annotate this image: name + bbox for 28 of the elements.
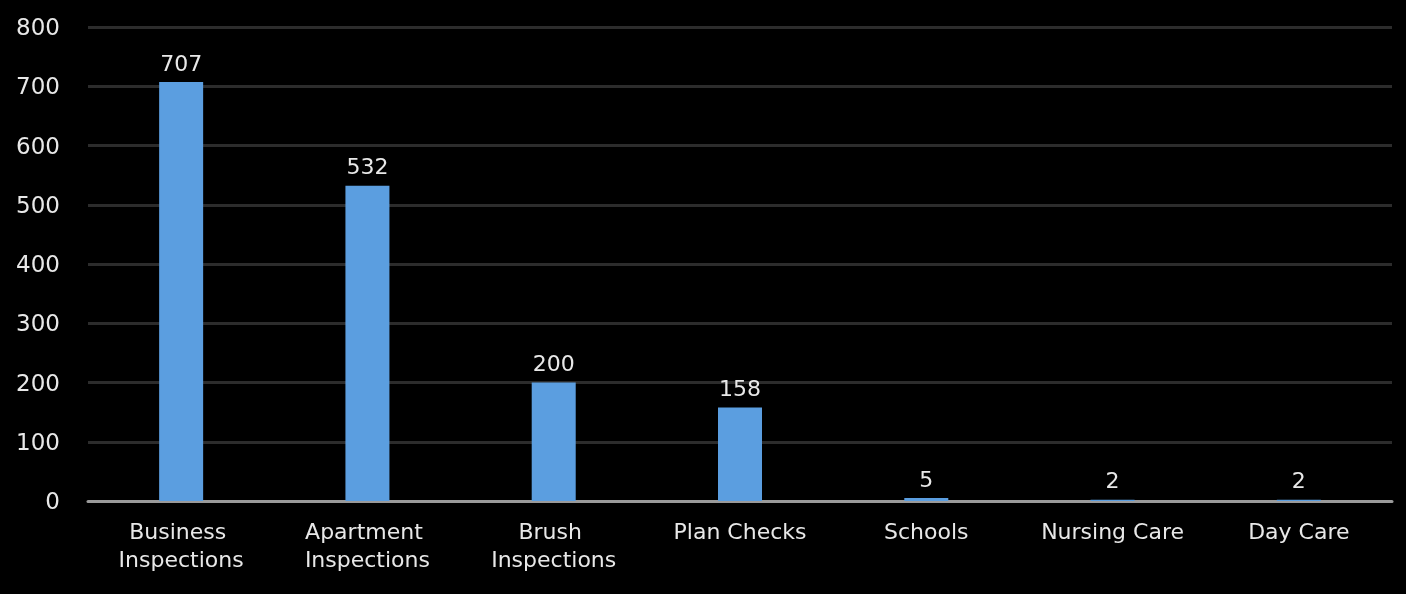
x-tick-label: Apartment Inspections xyxy=(304,518,430,572)
bar xyxy=(345,185,390,501)
data-label: 532 xyxy=(346,154,389,180)
x-tick-label: Nursing Care xyxy=(1041,518,1185,544)
y-tick-label: 200 xyxy=(16,369,60,396)
bar xyxy=(531,382,576,501)
y-tick-label: 800 xyxy=(16,14,60,40)
data-label: 2 xyxy=(1105,468,1120,494)
data-label: 5 xyxy=(919,466,934,492)
x-tick-label: Plan Checks xyxy=(673,518,807,544)
x-tick-label: Brush Inspections xyxy=(491,518,617,572)
y-tick-label: 0 xyxy=(45,488,60,514)
y-tick-label: 700 xyxy=(16,73,60,100)
y-tick-label: 100 xyxy=(16,428,60,455)
y-tick-label: 600 xyxy=(16,132,60,159)
bar xyxy=(904,498,949,501)
y-tick-label: 400 xyxy=(16,251,60,277)
data-label: 2 xyxy=(1291,468,1306,494)
bar xyxy=(718,407,762,501)
data-label: 707 xyxy=(160,50,203,76)
data-label: 200 xyxy=(532,351,575,376)
y-tick-label: 500 xyxy=(16,191,60,218)
x-tick-label: Day Care xyxy=(1248,518,1350,544)
y-tick-label: 300 xyxy=(16,310,60,337)
x-tick-label: Schools xyxy=(884,518,969,544)
x-tick-label: Business Inspections xyxy=(118,518,244,572)
bar xyxy=(159,82,204,501)
data-label: 158 xyxy=(719,375,761,401)
